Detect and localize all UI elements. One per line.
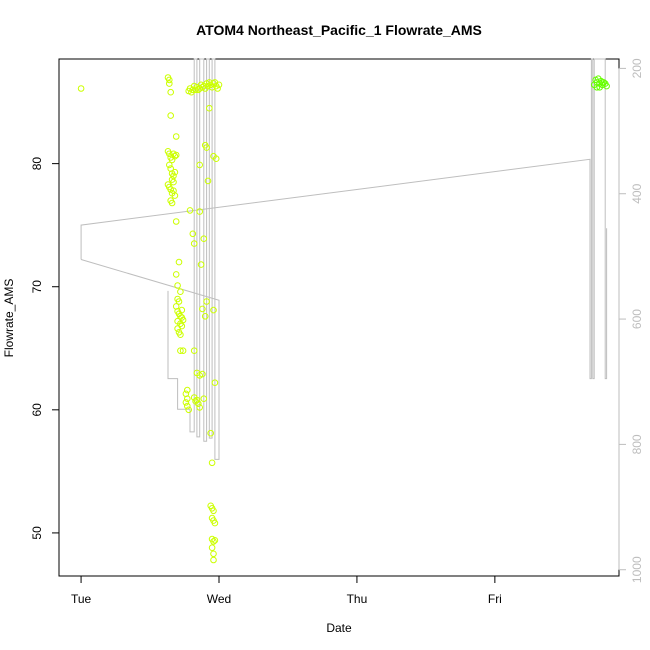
data-point [210, 306, 217, 314]
data-point [596, 84, 604, 91]
data-point [184, 386, 191, 394]
data-point [172, 218, 180, 225]
data-point [603, 82, 610, 90]
data-point [170, 172, 177, 180]
data-point [172, 271, 180, 278]
y-tick-label: 70 [30, 280, 44, 294]
data-point [175, 258, 183, 266]
data-point [196, 161, 203, 169]
series-line [80, 58, 220, 460]
data-point [179, 316, 187, 324]
data-point [212, 155, 220, 162]
data-point [166, 161, 173, 169]
y-tick-label: 50 [30, 526, 44, 540]
data-point [203, 144, 210, 151]
x-tick-label: Wed [207, 592, 231, 606]
data-point [599, 79, 606, 86]
y2-tick-label: 800 [630, 434, 644, 454]
data-point [177, 347, 184, 355]
y-axis-label: Flowrate_AMS [2, 279, 16, 358]
x-tick-label: Thu [347, 592, 368, 606]
x-axis-label: Date [326, 621, 352, 635]
data-point [211, 537, 219, 544]
chart-title: ATOM4 Northeast_Pacific_1 Flowrate_AMS [196, 22, 482, 38]
data-point [210, 550, 217, 558]
data-point [204, 177, 212, 185]
data-point [210, 538, 217, 545]
data-point [172, 151, 180, 159]
data-point [189, 230, 197, 238]
series-line [80, 58, 608, 380]
data-point [200, 395, 208, 403]
x-tick-label: Fri [488, 592, 502, 606]
y2-tick-label: 400 [630, 183, 644, 203]
data-point [186, 207, 194, 214]
y-tick-label: 60 [30, 403, 44, 417]
data-point [174, 325, 181, 332]
data-point [196, 208, 203, 215]
data-point [193, 396, 201, 404]
y-tick-label: 80 [30, 157, 44, 171]
data-point [172, 133, 180, 140]
data-point [210, 507, 217, 515]
data-point [167, 88, 174, 96]
data-point [206, 104, 213, 112]
data-point [166, 80, 173, 87]
y2-tick-label: 600 [630, 309, 644, 329]
data-point [199, 305, 206, 313]
series-layer [77, 58, 610, 564]
data-point [175, 298, 183, 305]
data-point [207, 429, 214, 437]
data-point [184, 395, 191, 403]
data-point [199, 370, 206, 378]
data-point [171, 168, 179, 176]
data-point [203, 298, 210, 305]
data-point [593, 84, 601, 91]
y2-tick-label: 200 [630, 58, 644, 78]
data-point [171, 152, 179, 160]
data-point [177, 331, 184, 339]
data-point [167, 112, 174, 119]
data-point [178, 306, 186, 314]
data-point [211, 379, 219, 387]
data-point [214, 85, 221, 92]
y2-tick-label: 1000 [630, 556, 644, 583]
data-point [197, 261, 205, 268]
data-point [179, 347, 187, 355]
data-point [190, 240, 198, 247]
x-axis: Tue Wed Thu Fri [71, 575, 502, 606]
data-point [168, 199, 176, 207]
data-point [208, 544, 216, 552]
data-point [185, 406, 192, 414]
data-point [166, 76, 173, 84]
data-point [171, 192, 179, 199]
data-point [192, 397, 199, 405]
data-point [196, 404, 203, 411]
y-axis-right: 200 400 600 800 1000 [618, 58, 644, 583]
data-point [177, 288, 184, 296]
data-point [215, 81, 223, 89]
data-point [211, 519, 219, 527]
plot-frame [58, 58, 620, 577]
data-point [77, 85, 85, 92]
data-point [201, 313, 209, 320]
y-axis: 50 60 70 80 [30, 157, 60, 540]
data-point [208, 459, 216, 467]
data-point [174, 282, 181, 289]
data-point [200, 235, 208, 242]
data-point [184, 402, 191, 410]
x-tick-label: Tue [71, 592, 92, 606]
data-point [166, 150, 173, 158]
data-point [210, 556, 217, 564]
data-point [182, 399, 190, 406]
data-point [190, 347, 198, 355]
data-point [170, 178, 177, 186]
